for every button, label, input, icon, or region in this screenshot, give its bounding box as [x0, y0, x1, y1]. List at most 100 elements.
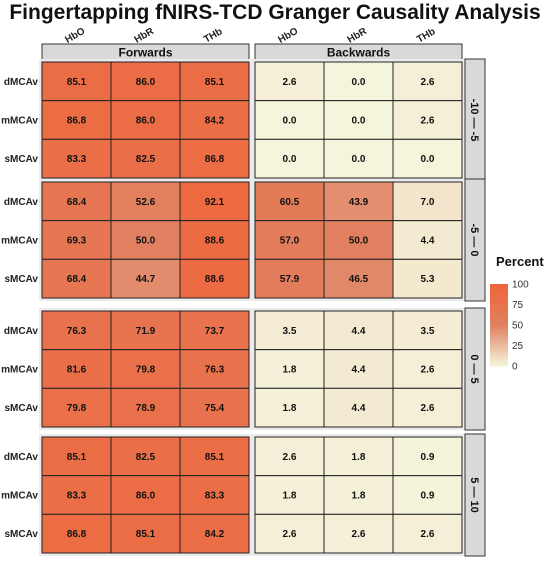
- heatmap-cell: [41, 181, 112, 222]
- heatmap-cell: [254, 349, 325, 389]
- heatmap-cell: [41, 513, 112, 554]
- legend-gradient-segment: [490, 331, 508, 334]
- cell-value-label: 0.9: [421, 491, 435, 502]
- strip-label-forwards: Forwards: [118, 46, 172, 60]
- cell-value-label: 83.3: [205, 491, 225, 502]
- heatmap-cell: [110, 100, 181, 140]
- heatmap-cell: [323, 475, 394, 515]
- heatmap-cell: [323, 513, 394, 554]
- cell-value-label: 4.4: [421, 236, 435, 247]
- cell-value-label: 82.5: [136, 154, 156, 165]
- cell-value-label: 0.0: [352, 154, 366, 165]
- legend-gradient-segment: [490, 335, 508, 338]
- cell-value-label: 2.6: [283, 529, 297, 540]
- cell-value-label: 2.6: [421, 529, 435, 540]
- legend-gradient-segment: [490, 359, 508, 363]
- cell-value-label: 0.9: [421, 452, 435, 463]
- cell-value-label: 1.8: [352, 491, 366, 502]
- heatmap-cell: [179, 100, 250, 140]
- heatmap-cell: [41, 310, 112, 351]
- legend-gradient-segment: [490, 357, 508, 361]
- cell-value-label: 50.0: [136, 236, 156, 247]
- cell-value-label: 78.9: [136, 403, 156, 414]
- cell-value-label: 43.9: [349, 197, 369, 208]
- cell-value-label: 75.4: [205, 403, 225, 414]
- cell-value-label: 84.2: [205, 116, 225, 127]
- cell-value-label: 0.0: [283, 116, 297, 127]
- heatmap-cell: [110, 220, 181, 260]
- heatmap-cell: [110, 387, 181, 428]
- row-label-dmcav: dMCAv: [4, 197, 39, 208]
- row-label-dmcav: dMCAv: [4, 77, 39, 88]
- heatmap-cell: [254, 220, 325, 260]
- heatmap-cell: [392, 100, 463, 140]
- legend-gradient-segment: [490, 292, 508, 295]
- legend-gradient-segment: [490, 296, 508, 299]
- cell-value-label: 69.3: [67, 236, 87, 247]
- heatmap-cell: [254, 100, 325, 140]
- legend-tick-label: 25: [512, 341, 524, 352]
- cell-value-label: 5.3: [421, 274, 435, 285]
- heatmap-cell: [179, 513, 250, 554]
- legend-gradient-segment: [490, 349, 508, 353]
- cell-value-label: 52.6: [136, 197, 156, 208]
- lag-strip: [464, 433, 486, 557]
- heatmap-cell: [323, 258, 394, 299]
- legend-gradient-segment: [490, 294, 508, 297]
- heatmap-cell: [392, 513, 463, 554]
- row-label-dmcav: dMCAv: [4, 452, 39, 463]
- cell-value-label: 50.0: [349, 236, 369, 247]
- heatmap-cell: [323, 220, 394, 260]
- legend-gradient-segment: [490, 286, 508, 289]
- legend-title: Percent: [496, 254, 544, 269]
- column-label-hbo: HbO: [276, 26, 300, 46]
- cell-value-label: 83.3: [67, 491, 87, 502]
- column-label-hbr: HbR: [133, 26, 157, 46]
- heatmap-cell: [323, 181, 394, 222]
- heatmap-cell: [110, 513, 181, 554]
- legend-gradient-segment: [490, 316, 508, 320]
- legend-gradient-segment: [490, 290, 508, 293]
- heatmap-cell: [179, 258, 250, 299]
- heatmap-cell: [41, 436, 112, 477]
- heatmap-cell: [254, 436, 325, 477]
- legend-gradient-segment: [490, 341, 508, 345]
- cell-value-label: 71.9: [136, 326, 156, 337]
- cell-value-label: 83.3: [67, 154, 87, 165]
- cell-value-label: 88.6: [205, 274, 225, 285]
- heatmap-cell: [323, 310, 394, 351]
- chart-title: Fingertapping fNIRS-TCD Granger Causalit…: [9, 1, 541, 24]
- cell-value-label: 68.4: [67, 274, 87, 285]
- cell-value-label: 2.6: [283, 77, 297, 88]
- cell-value-label: 1.8: [283, 491, 297, 502]
- heatmap-cell: [179, 387, 250, 428]
- cell-value-label: 92.1: [205, 197, 225, 208]
- legend-gradient-segment: [490, 300, 508, 304]
- cell-value-label: 86.0: [136, 491, 156, 502]
- cell-value-label: 85.1: [67, 77, 87, 88]
- cell-value-label: 81.6: [67, 365, 87, 376]
- cell-value-label: 4.4: [352, 365, 366, 376]
- heatmap-cell: [41, 387, 112, 428]
- cell-value-label: 88.6: [205, 236, 225, 247]
- legend-gradient-segment: [490, 353, 508, 357]
- heatmap-cell: [323, 349, 394, 389]
- heatmap-cell: [323, 61, 394, 102]
- cell-value-label: 3.5: [421, 326, 435, 337]
- legend-gradient-segment: [490, 320, 508, 324]
- cell-value-label: 84.2: [205, 529, 225, 540]
- cell-value-label: 57.9: [280, 274, 300, 285]
- legend-gradient-segment: [490, 304, 508, 308]
- column-label-hbo: HbO: [63, 26, 87, 46]
- lag-strip: [464, 178, 486, 302]
- row-label-smcav: sMCAv: [4, 274, 38, 285]
- legend-tick-label: 50: [512, 321, 524, 332]
- cell-value-label: 4.4: [352, 403, 366, 414]
- heatmap-cell: [392, 436, 463, 477]
- legend-gradient-segment: [490, 314, 508, 318]
- legend-tick-label: 0: [512, 362, 518, 373]
- heatmap-cell: [179, 475, 250, 515]
- row-label-mmcav: mMCAv: [1, 491, 38, 502]
- row-label-smcav: sMCAv: [4, 529, 38, 540]
- cell-value-label: 2.6: [421, 116, 435, 127]
